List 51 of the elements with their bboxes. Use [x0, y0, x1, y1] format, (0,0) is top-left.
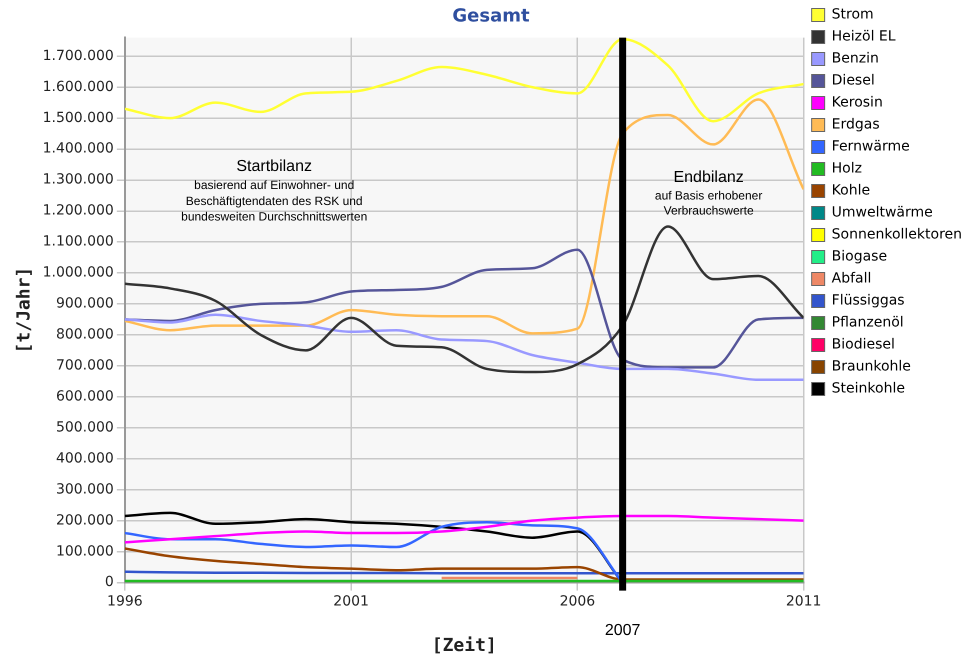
annotation: Beschäftigtendaten des RSK und	[186, 194, 363, 208]
legend-label: Fernwärme	[832, 138, 910, 155]
legend-label: Strom	[832, 6, 874, 23]
y-tick-label: 1.600.000	[42, 78, 114, 95]
legend-label: Flüssiggas	[832, 292, 905, 309]
y-tick-label: 300.000	[56, 481, 114, 498]
legend-label: Pflanzenöl	[832, 314, 904, 331]
annotation: Endbilanz	[673, 169, 744, 186]
legend-label: Kerosin	[832, 94, 883, 111]
x-tick-label: 2011	[786, 594, 822, 610]
y-tick-label: 200.000	[56, 512, 114, 528]
y-axis-title: [t/Jahr]	[13, 266, 34, 354]
y-tick-label: 1.300.000	[42, 172, 114, 188]
legend-label: Sonnenkollektoren	[832, 226, 962, 243]
x-tick-label: 1996	[107, 594, 143, 610]
annotation: basierend auf Einwohner- und	[194, 178, 354, 192]
y-tick-label: 1.100.000	[42, 234, 114, 250]
y-tick-label: 1.500.000	[42, 110, 114, 126]
y-tick-label: 500.000	[56, 419, 114, 436]
y-tick-label: 1.200.000	[42, 202, 114, 219]
y-tick-label: 100.000	[56, 543, 114, 560]
annotation: bundesweiten Durchschnittswerten	[181, 210, 368, 224]
legend-label: Abfall	[832, 270, 872, 287]
legend-label: Diesel	[832, 72, 875, 89]
annotation: auf Basis erhobener	[654, 188, 762, 202]
y-tick-label: 0	[104, 574, 114, 590]
legend-label: Heizöl EL	[832, 28, 896, 45]
legend-label: Steinkohle	[832, 380, 905, 397]
y-tick-label: 900.000	[56, 296, 114, 312]
x-axis-title: [Zeit]	[432, 634, 497, 656]
y-tick-label: 1.000.000	[42, 264, 114, 281]
legend-label: Erdgas	[832, 116, 880, 133]
legend-label: Benzin	[832, 50, 879, 67]
y-tick-label: 1.700.000	[42, 48, 114, 64]
legend-label: Umweltwärme	[832, 204, 933, 221]
y-tick-label: 600.000	[56, 388, 114, 404]
legend-label: Kohle	[832, 182, 870, 199]
annotation: Verbrauchswerte	[664, 204, 754, 218]
x-tick-label: 2001	[333, 594, 369, 610]
legend-label: Braunkohle	[832, 358, 911, 375]
annotation: Startbilanz	[236, 158, 312, 176]
ref-line-label: 2007	[604, 622, 641, 640]
legend-label: Biogase	[832, 248, 888, 265]
y-tick-label: 1.400.000	[42, 140, 114, 157]
legend-label: Holz	[832, 160, 862, 177]
y-tick-label: 800.000	[56, 326, 114, 343]
y-tick-label: 700.000	[56, 357, 114, 374]
chart-title: Gesamt	[452, 5, 530, 26]
x-tick-label: 2006	[560, 594, 596, 610]
y-tick-label: 400.000	[56, 450, 114, 466]
legend-label: Biodiesel	[832, 336, 895, 353]
